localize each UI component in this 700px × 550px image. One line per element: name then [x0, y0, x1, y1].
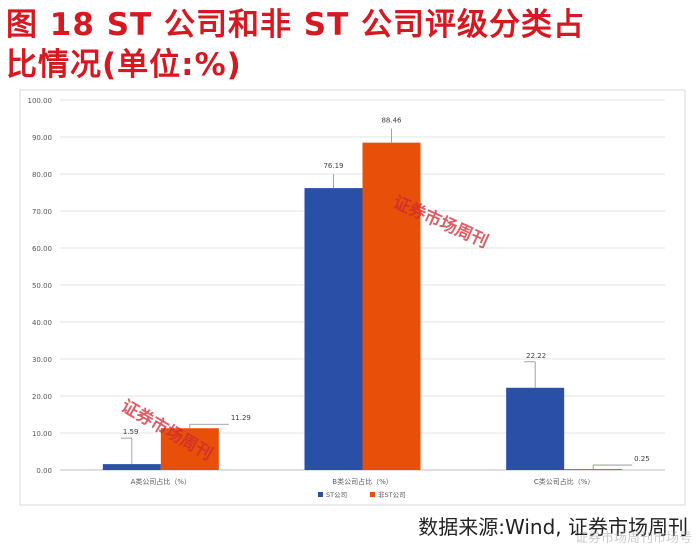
bar: [506, 387, 565, 470]
x-category-label: A类公司占比（%）: [131, 477, 191, 486]
bar: [102, 464, 161, 470]
y-tick-label: 0.00: [36, 467, 52, 475]
legend-entry: 非ST公司: [378, 490, 406, 499]
y-tick-label: 10.00: [32, 430, 52, 438]
bar: [304, 188, 363, 471]
x-category-label: C类公司占比（%）: [534, 477, 595, 486]
y-tick-label: 20.00: [32, 393, 52, 401]
publisher-watermark: 证券市场周刊市场号: [574, 531, 692, 546]
y-tick-label: 100.00: [28, 97, 53, 105]
chart-title-line-2: 比情况(单位:%): [6, 47, 242, 83]
x-category-label: B类公司占比（%）: [332, 477, 392, 486]
y-tick-label: 70.00: [32, 208, 52, 216]
legend-entry: ST公司: [326, 491, 347, 499]
y-tick-label: 80.00: [32, 171, 52, 179]
data-label: 0.25: [634, 455, 650, 463]
bar: [564, 469, 623, 470]
chart-title-line-1: 图 18 ST 公司和非 ST 公司评级分类占: [6, 7, 586, 43]
y-tick-label: 30.00: [32, 356, 52, 364]
data-label: 11.29: [231, 414, 251, 422]
bar: [362, 142, 421, 470]
data-label: 1.59: [123, 428, 139, 436]
y-tick-label: 50.00: [32, 282, 52, 290]
chart-frame: [19, 89, 686, 506]
y-tick-label: 40.00: [32, 319, 52, 327]
data-label: 22.22: [526, 352, 546, 360]
data-label: 88.46: [381, 117, 402, 125]
y-tick-label: 60.00: [32, 245, 52, 253]
bar: [160, 428, 219, 470]
legend-swatch: [318, 492, 323, 497]
y-tick-label: 90.00: [32, 134, 52, 142]
data-source-note: 数据来源:Wind, 证券市场周刊: [418, 515, 688, 539]
data-label: 76.19: [323, 162, 343, 170]
legend-swatch: [370, 492, 375, 497]
